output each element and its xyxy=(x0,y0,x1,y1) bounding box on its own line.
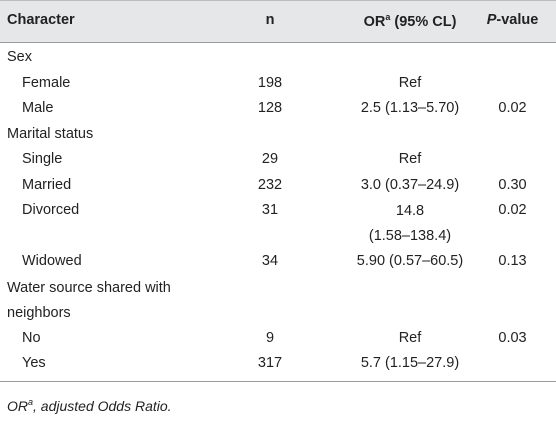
row-character: No xyxy=(22,329,41,346)
header-p-rest: -value xyxy=(496,12,539,28)
row-character: Female xyxy=(22,74,71,91)
row-n: 31 xyxy=(261,202,279,218)
row-character: Widowed xyxy=(22,253,82,269)
row-or-line1: 14.8 xyxy=(395,203,425,219)
row-or: Ref xyxy=(398,151,422,167)
row-or-line2: (1.58–138.4) xyxy=(368,228,452,244)
table-row: Widowed 34 5.90 (0.57–60.5) 0.13 xyxy=(0,249,556,275)
row-character: Married xyxy=(22,176,72,193)
row-or: 3.0 (0.37–24.9) xyxy=(360,176,460,193)
row-character: Sex xyxy=(7,49,32,65)
row-n: 198 xyxy=(257,74,283,91)
row-character: Yes xyxy=(22,355,46,371)
row-p-value: 0.02 xyxy=(498,100,527,116)
row-character-line1: Water source shared with xyxy=(7,279,171,296)
table-row: Marital status xyxy=(0,122,556,148)
row-or: 5.90 (0.57–60.5) xyxy=(356,253,464,269)
row-character: Divorced xyxy=(22,202,80,218)
row-character: Single xyxy=(22,151,63,167)
row-character: Water source shared with neighbors xyxy=(7,276,171,326)
regression-table: Character n ORa (95% CL) P-value Sex Fem… xyxy=(0,0,556,382)
table-header-row: Character n ORa (95% CL) P-value xyxy=(0,0,556,43)
row-p-value: 0.03 xyxy=(498,329,527,346)
table-footnote: ORa, adjusted Odds Ratio. xyxy=(7,397,172,414)
table-row: Female 198 Ref xyxy=(0,71,556,97)
table-row: Male 128 2.5 (1.13–5.70) 0.02 xyxy=(0,96,556,122)
row-n: 232 xyxy=(257,176,283,193)
table-row: Sex xyxy=(0,45,556,71)
row-or: 2.5 (1.13–5.70) xyxy=(360,100,460,116)
header-n: n xyxy=(265,12,275,28)
row-or: Ref xyxy=(398,329,422,346)
footnote-superscript: a xyxy=(28,397,34,407)
row-p-value: 0.30 xyxy=(498,176,527,193)
row-or: Ref xyxy=(398,74,422,91)
header-p-value: P-value xyxy=(475,12,550,28)
header-p-italic: P xyxy=(486,12,497,28)
row-p-value: 0.02 xyxy=(498,202,527,218)
footnote-text: , adjusted Odds Ratio. xyxy=(33,398,172,414)
table-row: Single 29 Ref xyxy=(0,147,556,173)
row-n: 29 xyxy=(261,151,279,167)
header-or: ORa (95% CL) xyxy=(345,12,475,30)
table-bottom-rule xyxy=(0,380,556,382)
table-row: Divorced 31 14.8 (1.58–138.4) 0.02 xyxy=(0,198,556,249)
header-character: Character xyxy=(7,12,75,28)
row-n: 34 xyxy=(261,253,279,269)
row-character: Marital status xyxy=(7,125,94,142)
row-or: 5.7 (1.15–27.9) xyxy=(360,355,460,371)
header-or-label: OR xyxy=(363,14,386,30)
header-or-superscript: a xyxy=(385,12,391,22)
row-character: Male xyxy=(22,100,54,116)
footnote-or: OR xyxy=(7,398,28,414)
row-n: 128 xyxy=(257,100,283,116)
table-row: No 9 Ref 0.03 xyxy=(0,326,556,352)
table-row: Married 232 3.0 (0.37–24.9) 0.30 xyxy=(0,173,556,199)
table-row: Yes 317 5.7 (1.15–27.9) xyxy=(0,351,556,377)
row-n: 9 xyxy=(265,329,275,346)
row-p-value: 0.13 xyxy=(498,253,527,269)
row-or: 14.8 (1.58–138.4) xyxy=(345,199,475,249)
row-n: 317 xyxy=(257,355,283,371)
table-row: Water source shared with neighbors xyxy=(0,275,556,326)
header-or-ci: (95% CL) xyxy=(390,14,457,30)
row-character-line2: neighbors xyxy=(7,304,71,321)
